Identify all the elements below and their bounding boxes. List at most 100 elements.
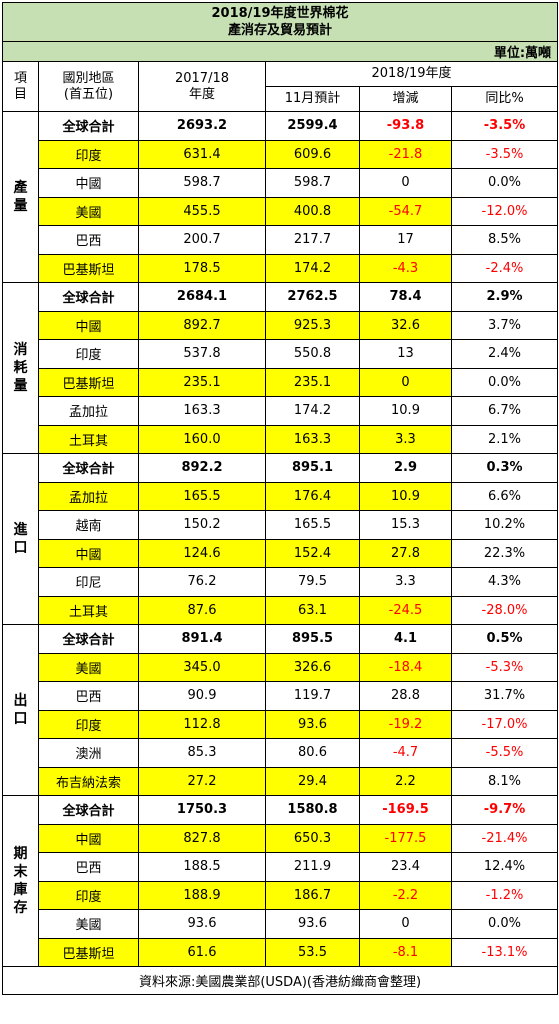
table-row: 印度 631.4 609.6 -21.8 -3.5%: [3, 139, 559, 169]
value-yoy: -5.3%: [450, 652, 559, 682]
region-cell: 美國: [38, 652, 139, 682]
value-change: -2.2: [359, 880, 452, 910]
table-body: 產量全球合計 2693.2 2599.4 -93.8 -3.5% 印度 631.4 609.6…: [2, 111, 559, 967]
value-2017-18: 93.6: [138, 909, 266, 939]
region-cell: 巴基斯坦: [38, 367, 139, 397]
value-2017-18: 85.3: [138, 738, 266, 768]
value-change: 32.6: [359, 310, 452, 340]
table-row: 中國 124.6 152.4 27.8 22.3%: [3, 538, 559, 568]
value-change: 17: [359, 225, 452, 255]
value-yoy: 0.5%: [450, 624, 559, 654]
table-row: 澳洲 85.3 80.6 -4.7 -5.5%: [3, 738, 559, 768]
value-2017-18: 188.5: [138, 852, 266, 882]
value-2017-18: 87.6: [138, 595, 266, 625]
category-char: 期: [13, 846, 28, 862]
region-cell: 巴西: [38, 852, 139, 882]
value-2017-18: 61.6: [138, 937, 266, 967]
value-yoy: 12.4%: [450, 852, 559, 882]
category-char: 耗: [13, 360, 28, 376]
value-nov-forecast: 80.6: [265, 738, 360, 768]
value-yoy: -3.5%: [450, 139, 559, 169]
region-cell: 布吉納法索: [38, 766, 139, 796]
value-change: 78.4: [359, 282, 452, 312]
value-2017-18: 2693.2: [138, 111, 266, 141]
category-label: 期末庫存: [2, 795, 39, 967]
table-row: 孟加拉 163.3 174.2 10.9 6.7%: [3, 396, 559, 426]
header-yoy: 同比%: [450, 86, 559, 112]
value-nov-forecast: 119.7: [265, 681, 360, 711]
title-line-1: 2018/19年度世界棉花: [211, 6, 349, 21]
value-nov-forecast: 152.4: [265, 538, 360, 568]
value-change: 10.9: [359, 396, 452, 426]
value-2017-18: 163.3: [138, 396, 266, 426]
region-cell: 美國: [38, 909, 139, 939]
category-label: 進口: [2, 453, 39, 625]
value-yoy: -3.5%: [450, 111, 559, 141]
value-2017-18: 150.2: [138, 510, 266, 540]
value-change: 4.1: [359, 624, 452, 654]
value-yoy: -5.5%: [450, 738, 559, 768]
value-2017-18: 200.7: [138, 225, 266, 255]
table-row: 布吉納法索 27.2 29.4 2.2 8.1%: [3, 766, 559, 796]
title-line-2: 產消存及貿易預計: [228, 23, 333, 38]
region-cell: 巴基斯坦: [38, 253, 139, 283]
header-row-2: 11月預計 增減 同比%: [3, 86, 559, 112]
table-row: 中國 827.8 650.3 -177.5 -21.4%: [3, 823, 559, 853]
title-row: 2018/19年度世界棉花 產消存及貿易預計: [1, 2, 559, 42]
value-2017-18: 188.9: [138, 880, 266, 910]
category-char: 出: [13, 693, 28, 709]
region-cell: 印度: [38, 880, 139, 910]
region-cell: 印尼: [38, 567, 139, 597]
header-change: 增減: [359, 86, 452, 112]
table-row: 美國 455.5 400.8 -54.7 -12.0%: [3, 196, 559, 226]
value-nov-forecast: 93.6: [265, 909, 360, 939]
value-2017-18: 892.2: [138, 453, 266, 483]
table-row: 孟加拉 165.5 176.4 10.9 6.6%: [3, 481, 559, 511]
value-2017-18: 178.5: [138, 253, 266, 283]
region-cell: 澳洲: [38, 738, 139, 768]
value-yoy: -17.0%: [450, 709, 559, 739]
table-row: 美國 345.0 326.6 -18.4 -5.3%: [3, 652, 559, 682]
total-row: 出口全球合計 891.4 895.5 4.1 0.5%: [2, 624, 559, 796]
region-cell: 印度: [38, 709, 139, 739]
value-yoy: 6.7%: [450, 396, 559, 426]
value-change: 13: [359, 339, 452, 369]
value-change: 23.4: [359, 852, 452, 882]
value-2017-18: 455.5: [138, 196, 266, 226]
table-row: 美國 93.6 93.6 0 0.0%: [3, 909, 559, 939]
category-label: 消耗量: [2, 282, 39, 454]
region-cell: 土耳其: [38, 595, 139, 625]
header-region-line-1: 國別地區: [62, 70, 115, 86]
value-2017-18: 124.6: [138, 538, 266, 568]
value-nov-forecast: 186.7: [265, 880, 360, 910]
value-nov-forecast: 2599.4: [265, 111, 360, 141]
value-nov-forecast: 93.6: [265, 709, 360, 739]
value-yoy: -9.7%: [450, 795, 559, 825]
value-yoy: 0.0%: [450, 367, 559, 397]
value-change: 15.3: [359, 510, 452, 540]
table-row: 巴西 200.7 217.7 17 8.5%: [3, 225, 559, 255]
value-nov-forecast: 550.8: [265, 339, 360, 369]
region-cell: 印度: [38, 139, 139, 169]
value-change: 27.8: [359, 538, 452, 568]
value-yoy: 22.3%: [450, 538, 559, 568]
value-2017-18: 827.8: [138, 823, 266, 853]
header-2017-18-line-1: 2017/18: [174, 70, 229, 86]
value-nov-forecast: 1580.8: [265, 795, 360, 825]
value-2017-18: 160.0: [138, 424, 266, 454]
value-yoy: 8.1%: [450, 766, 559, 796]
region-cell: 中國: [38, 310, 139, 340]
value-2017-18: 892.7: [138, 310, 266, 340]
value-yoy: 0.0%: [450, 168, 559, 198]
value-nov-forecast: 235.1: [265, 367, 360, 397]
value-2017-18: 598.7: [138, 168, 266, 198]
category-char: 產: [13, 180, 28, 196]
region-cell: 全球合計: [38, 795, 139, 825]
header-item: 項 目: [2, 61, 39, 112]
region-cell: 中國: [38, 538, 139, 568]
table-row: 巴西 90.9 119.7 28.8 31.7%: [3, 681, 559, 711]
value-2017-18: 165.5: [138, 481, 266, 511]
category-char: 庫: [13, 882, 28, 898]
value-change: -177.5: [359, 823, 452, 853]
value-change: -19.2: [359, 709, 452, 739]
